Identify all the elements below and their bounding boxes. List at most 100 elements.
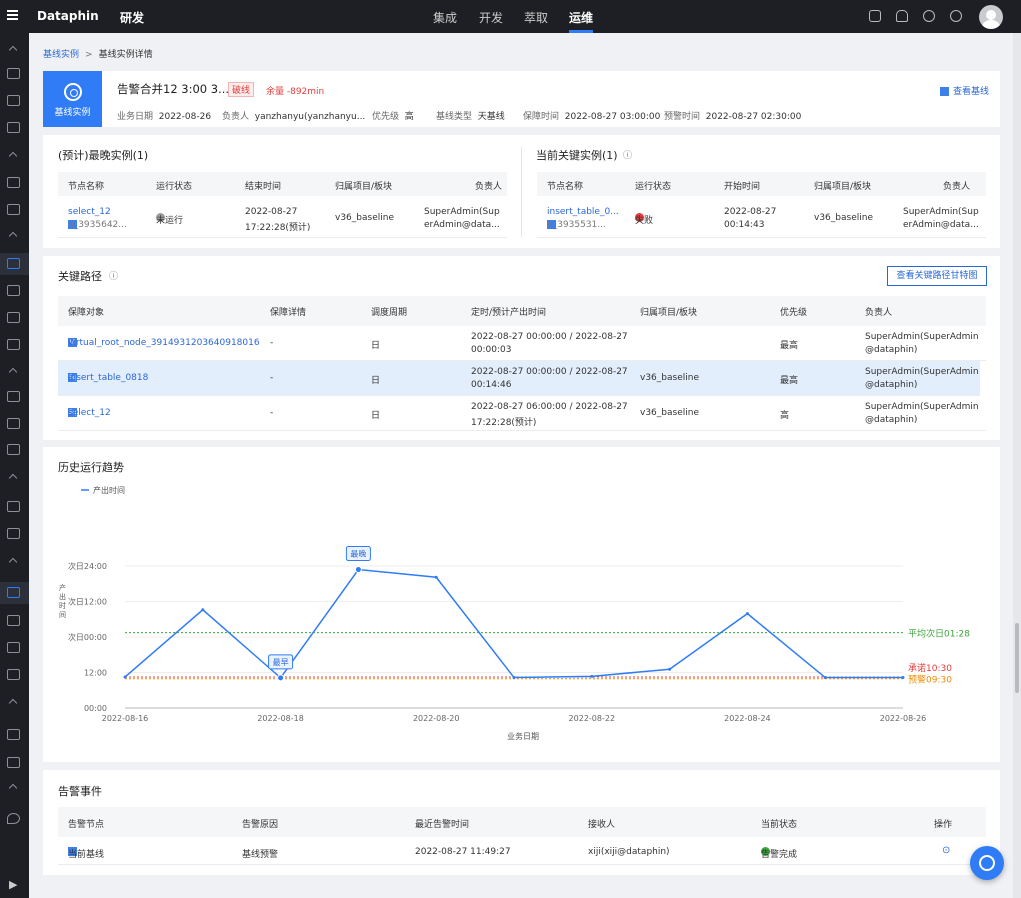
field-label: 优先级 <box>372 112 400 122</box>
baseline-link-icon <box>940 87 949 96</box>
y-axis-label-char-1: 产 <box>59 583 66 592</box>
sidebar-icon-8[interactable] <box>7 339 20 350</box>
sidebar-icon-11[interactable] <box>7 444 20 455</box>
collapse-icon[interactable] <box>8 698 18 708</box>
sidebar-icon-4[interactable] <box>7 177 20 188</box>
sidebar-icon-1[interactable] <box>7 68 20 79</box>
legend-label: 产出时间 <box>93 485 125 495</box>
drop-icon[interactable] <box>7 813 20 824</box>
alert-time: 2022-08-27 11:49:27 <box>415 847 511 857</box>
baseline-header-card: 基线实例 告警合并12 3:00 3... 破线 余量 -892min 查看基线… <box>43 71 1000 127</box>
sidebar-icon-17[interactable] <box>7 729 20 740</box>
view-gantt-button[interactable]: 查看关键路径甘特图 <box>887 266 987 286</box>
trend-chart: 产出时间 产出时间 00:00 12:00 次日00:00 次日12:00 次日24:0… <box>59 485 970 741</box>
table-row-selected[interactable]: Sq insert_table_0818 - 日 2022-08-27 00:00… <box>58 361 980 396</box>
alert-events-title: 告警事件 <box>58 785 102 798</box>
end-time: 17:22:28(预计) <box>245 223 311 233</box>
y-axis-label: 产出时间 <box>59 583 66 619</box>
node-name-link[interactable]: select_12 <box>68 207 111 217</box>
column-header: 负责人 <box>865 308 893 318</box>
sidebar-icon-13[interactable] <box>7 528 20 539</box>
node-name-link[interactable]: virtual_root_node_3914931203640918016 <box>68 338 260 348</box>
collapse-icon[interactable] <box>8 45 18 55</box>
y-tick-label: 次日24:00 <box>68 561 107 571</box>
owner-email: @dataphin) <box>865 345 918 355</box>
y-tick-label: 00:00 <box>84 704 107 713</box>
collapse-icon[interactable] <box>8 367 18 377</box>
node-type-icon: Sq <box>68 373 77 382</box>
collapse-icon[interactable] <box>8 231 18 241</box>
sidebar-icon-3[interactable] <box>7 122 20 133</box>
collapse-icon[interactable] <box>8 783 18 793</box>
y-axis-label-char-4: 间 <box>59 611 66 619</box>
owner: SuperAdmin(SuperAdmin <box>865 367 979 377</box>
table-row: 当前基线 基线预警 2022-08-27 11:49:27 xiji(xiji@… <box>58 837 986 865</box>
nav-operations[interactable]: 运维 <box>569 11 594 33</box>
node-name-link[interactable]: insert_table_0... <box>547 207 619 217</box>
chat-assistant-button[interactable] <box>970 846 1004 880</box>
collapse-icon[interactable] <box>8 473 18 483</box>
sidebar-icon-10[interactable] <box>7 418 20 429</box>
breadcrumb-baseline-instances[interactable]: 基线实例 <box>43 50 80 60</box>
sidebar-icon-12[interactable] <box>7 501 20 512</box>
x-axis-label: 业务日期 <box>507 731 539 741</box>
nav-integration[interactable]: 集成 <box>433 11 458 25</box>
alert-node: 当前基线 <box>68 850 105 860</box>
priority: 最高 <box>780 341 799 351</box>
success-icon <box>761 847 770 856</box>
collapse-icon[interactable] <box>8 557 18 567</box>
sidebar-icon-15[interactable] <box>7 642 20 653</box>
avatar[interactable] <box>979 5 1003 29</box>
info-icon[interactable]: ⓘ <box>623 151 633 161</box>
divider <box>521 147 522 237</box>
sidebar-icon-9[interactable] <box>7 391 20 402</box>
top-bar: Dataphin 研发 集成 开发 萃取 运维 <box>0 0 1021 33</box>
events-table-header: 告警节点 告警原因 最近告警时间 接收人 当前状态 操作 <box>58 807 986 837</box>
column-header: 负责人 <box>943 182 971 192</box>
column-header: 负责人 <box>475 182 503 192</box>
sidebar-icon-16[interactable] <box>7 669 20 680</box>
collapse-icon[interactable] <box>8 151 18 161</box>
bell-icon[interactable] <box>896 10 908 22</box>
wrench-icon[interactable] <box>923 10 935 22</box>
info-icon[interactable]: ⓘ <box>109 272 119 282</box>
nav-develop[interactable]: 开发 <box>479 11 504 25</box>
scrollbar-thumb[interactable] <box>1015 623 1019 693</box>
critical-path-card: 关键路径 ⓘ 查看关键路径甘特图 保障对象 保障详情 调度周期 定时/预计产出时… <box>43 256 1000 440</box>
output-time: 00:00:03 <box>471 345 512 355</box>
expand-sidebar-icon[interactable]: ▶ <box>9 878 18 891</box>
owner: yanzhanyu(yanzhanyu... <box>254 112 366 122</box>
data-point <box>590 674 594 678</box>
data-point <box>123 675 127 679</box>
node-type-icon <box>68 220 77 229</box>
owner-email: @dataphin) <box>865 415 918 425</box>
sidebar-icon-18[interactable] <box>7 757 20 768</box>
scrollbar[interactable] <box>1013 33 1021 898</box>
breadcrumb-separator: > <box>85 50 93 60</box>
node-type-icon: Vi <box>68 338 77 347</box>
sidebar-icon-14[interactable] <box>7 615 20 626</box>
sidebar-item-highlight[interactable] <box>0 582 29 604</box>
data-point <box>668 667 672 671</box>
robot-icon[interactable] <box>869 10 881 22</box>
nav-extract[interactable]: 萃取 <box>524 11 549 25</box>
help-icon[interactable] <box>950 10 962 22</box>
project: v36_baseline <box>335 213 394 223</box>
sidebar-icon-2[interactable] <box>7 95 20 106</box>
sidebar-icon-7[interactable] <box>7 312 20 323</box>
sidebar-icon-5[interactable] <box>7 204 20 215</box>
node-name-link[interactable]: select_12 <box>68 408 111 418</box>
scheduled-time: 2022-08-27 06:00:00 / 2022-08-27 <box>471 402 628 412</box>
menu-icon[interactable] <box>7 10 18 21</box>
data-point <box>434 575 438 579</box>
critical-table-header: 节点名称 运行状态 开始时间 归属项目/板块 负责人 <box>537 172 986 196</box>
column-header: 保障详情 <box>270 308 307 318</box>
sidebar-item-active[interactable] <box>0 253 29 275</box>
module-title: 研发 <box>120 11 145 25</box>
view-detail-icon[interactable]: ⊙ <box>942 845 951 856</box>
view-baseline-link[interactable]: 查看基线 <box>940 84 989 97</box>
node-name-link[interactable]: insert_table_0818 <box>68 373 149 383</box>
owner: SuperAdmin(Sup <box>903 207 979 217</box>
sidebar-icon-6[interactable] <box>7 285 20 296</box>
brand-logo[interactable]: Dataphin <box>37 9 99 23</box>
